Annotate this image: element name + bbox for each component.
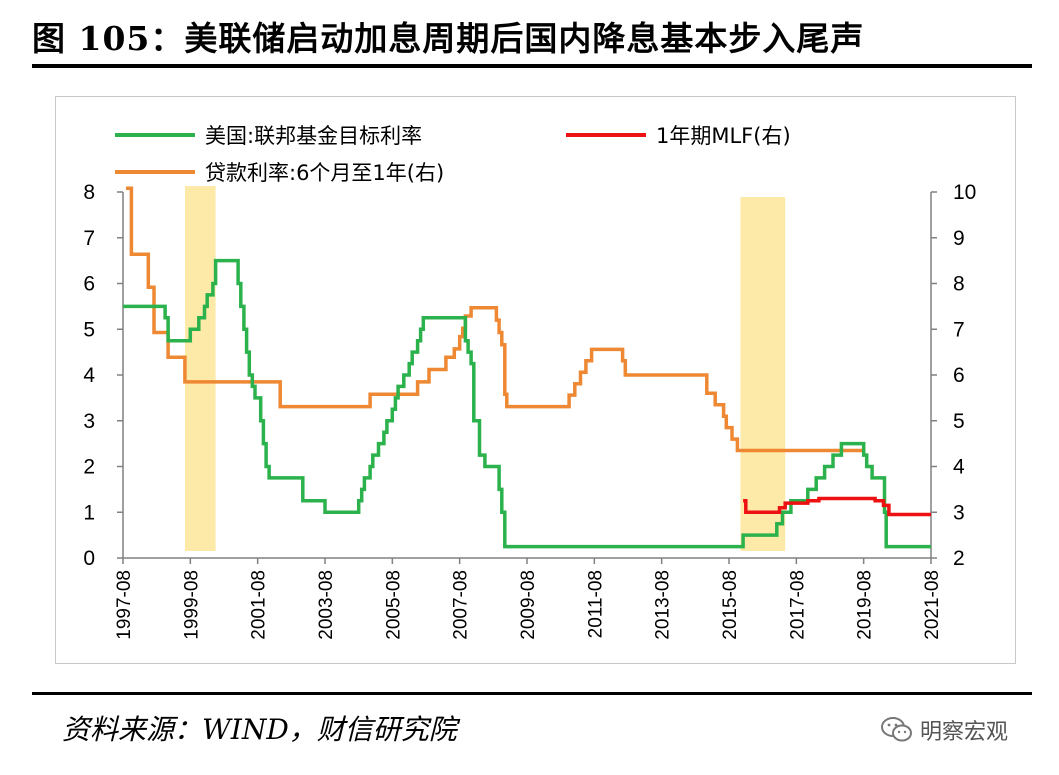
x-tick-label: 2013-08: [653, 570, 674, 640]
y-left-tick-label: 8: [83, 181, 95, 204]
y-right-tick-label: 7: [953, 318, 965, 341]
shaded-periods: [184, 186, 786, 551]
series-lines: [123, 186, 931, 549]
x-tick-label: 2021-08: [922, 570, 943, 640]
x-tick-label: 1997-08: [114, 570, 135, 640]
x-tick-label: 2015-08: [720, 570, 741, 640]
wechat-icon: [880, 716, 914, 744]
y-left-tick-label: 0: [83, 547, 95, 570]
title-rule: [32, 64, 1032, 68]
y-left-tick-label: 3: [83, 410, 95, 433]
legend-label: 1年期MLF(右): [656, 124, 791, 148]
watermark-text: 明察宏观: [920, 720, 1009, 745]
y-right-tick-label: 3: [953, 501, 965, 524]
x-tick-label: 2011-08: [585, 570, 606, 638]
y-left-tick-label: 1: [83, 501, 95, 524]
source-note: 资料来源：WIND，财信研究院: [62, 713, 457, 746]
shaded-period: [740, 197, 786, 551]
legend-label: 贷款利率:6个月至1年(右): [205, 161, 444, 185]
series-line: [126, 186, 864, 453]
x-tick-label: 1999-08: [181, 570, 202, 640]
x-tick-label: 2001-08: [249, 570, 270, 640]
watermark: 明察宏观: [880, 712, 1008, 748]
y-right-tick-label: 6: [953, 364, 965, 387]
series-line: [123, 258, 931, 549]
y-right-tick-label: 8: [953, 273, 965, 296]
y-left-tick-label: 5: [83, 318, 95, 341]
chart-frame: [55, 96, 1016, 664]
x-tick-label: 2007-08: [451, 570, 472, 640]
y-right-tick-label: 4: [953, 456, 965, 479]
series-line: [743, 496, 931, 517]
y-right-tick-label: 5: [953, 410, 965, 433]
legend-label: 美国:联邦基金目标利率: [205, 124, 422, 148]
source-rule: [32, 692, 1032, 695]
x-tick-label: 2017-08: [787, 570, 808, 640]
legend: 美国:联邦基金目标利率 1年期MLF(右) 贷款利率:6个月至1年(右): [115, 124, 791, 185]
y-right-tick-label: 10: [953, 181, 976, 204]
axes: 0 1 2 3 4 5 6 7 8 2 3 4 5 6 7 8 9 10 1997-08 1999-08 2001-08…: [83, 181, 976, 640]
page-title: 图 105：美联储启动加息周期后国内降息基本步入尾声: [32, 19, 865, 58]
y-left-tick-label: 2: [83, 456, 95, 479]
y-right-tick-label: 2: [953, 547, 965, 570]
shaded-period: [184, 186, 216, 551]
y-left-tick-label: 6: [83, 273, 95, 296]
x-tick-label: 2003-08: [316, 570, 337, 640]
x-tick-label: 2019-08: [855, 570, 876, 640]
x-tick-label: 2009-08: [518, 570, 539, 640]
y-left-tick-label: 7: [83, 227, 95, 250]
x-tick-label: 2005-08: [383, 570, 404, 640]
y-left-tick-label: 4: [83, 364, 95, 387]
y-right-tick-label: 9: [953, 227, 965, 250]
